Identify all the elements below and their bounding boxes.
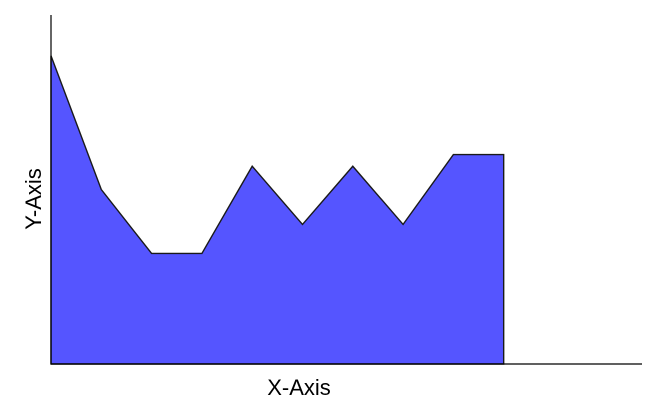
plot-area bbox=[50, 55, 505, 365]
y-axis-label: Y-Axis bbox=[21, 168, 46, 230]
area-series-1 bbox=[50, 55, 505, 365]
x-axis-label: X-Axis bbox=[267, 375, 331, 400]
